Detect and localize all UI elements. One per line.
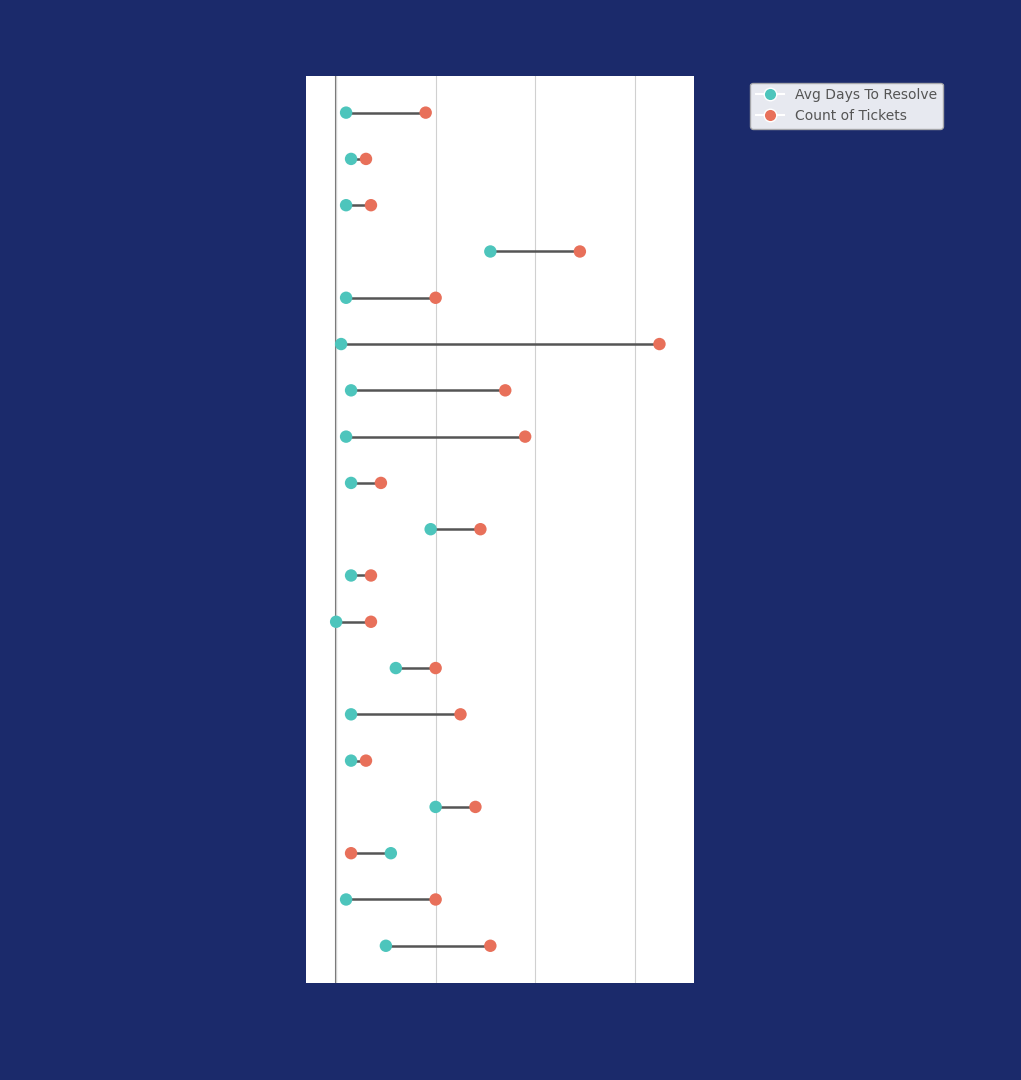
Point (343, 474, 359, 491)
Point (428, 891, 444, 908)
Point (418, 104, 434, 121)
Point (343, 752, 359, 769)
Point (357, 752, 374, 769)
Point (572, 243, 588, 260)
Point (343, 381, 359, 399)
Point (468, 798, 484, 815)
Point (428, 660, 444, 677)
Point (378, 937, 394, 955)
Point (473, 521, 489, 538)
Point (343, 567, 359, 584)
Point (343, 845, 359, 862)
Point (362, 613, 379, 631)
Point (373, 474, 389, 491)
Point (517, 428, 533, 445)
Point (343, 705, 359, 723)
Point (362, 197, 379, 214)
Point (428, 289, 444, 307)
Point (482, 937, 498, 955)
Point (338, 891, 354, 908)
Legend: Avg Days To Resolve, Count of Tickets: Avg Days To Resolve, Count of Tickets (750, 82, 942, 129)
Point (343, 150, 359, 167)
Point (357, 150, 374, 167)
Point (452, 705, 469, 723)
Point (362, 567, 379, 584)
Point (338, 197, 354, 214)
Point (328, 613, 344, 631)
Point (423, 521, 439, 538)
Point (388, 660, 404, 677)
Point (497, 381, 514, 399)
Y-axis label: Assignee: Assignee (111, 484, 130, 575)
Point (338, 428, 354, 445)
Point (482, 243, 498, 260)
Point (338, 289, 354, 307)
Text: Difference between Avg Days To Resolve and Count of Tickets: Difference between Avg Days To Resolve a… (112, 1032, 888, 1052)
Point (651, 336, 668, 353)
Point (428, 798, 444, 815)
Point (338, 104, 354, 121)
Point (383, 845, 399, 862)
Point (333, 336, 349, 353)
